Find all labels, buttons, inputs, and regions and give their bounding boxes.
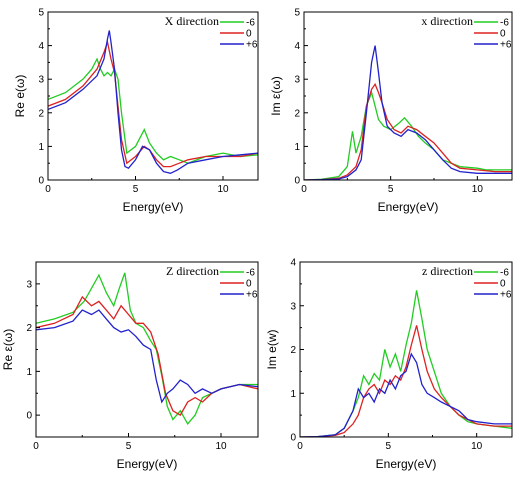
y-tick-label: 3 (294, 75, 300, 86)
legend-label-+6: +6 (500, 40, 512, 51)
legend-label-0: 0 (500, 29, 506, 40)
legend-label-+6: +6 (246, 290, 258, 301)
y-tick-label: 4 (294, 41, 300, 52)
y-tick-label: 4 (38, 41, 44, 52)
y-axis-label: Re e(ω) (13, 75, 27, 118)
series-line--6 (300, 290, 512, 437)
legend-title: z direction (422, 264, 473, 278)
y-tick-label: 2 (38, 108, 44, 119)
y-tick-label: 4 (290, 258, 296, 269)
x-tick-label: 10 (471, 441, 483, 452)
series-line-0 (36, 295, 258, 416)
plot-frame (35, 261, 259, 438)
legend-label--6: -6 (246, 268, 255, 279)
y-tick-label: 0 (290, 433, 296, 444)
x-tick-label: 5 (386, 441, 392, 452)
legend-label-0: 0 (246, 279, 252, 290)
legend-label-+6: +6 (246, 40, 258, 51)
legend-label-0: 0 (246, 29, 252, 40)
series-line-+6 (300, 352, 512, 437)
x-axis-label: Energy(eV) (123, 200, 184, 214)
legend-title: X direction (165, 14, 219, 28)
y-tick-label: 0 (294, 176, 300, 187)
y-axis-label: Im e(w) (265, 330, 279, 370)
series-line-+6 (36, 309, 258, 404)
series-line-0 (300, 325, 512, 437)
x-tick-label: 10 (472, 184, 484, 195)
y-tick-label: 1 (294, 142, 300, 153)
legend-label-0: 0 (500, 279, 506, 290)
legend-label-+6: +6 (500, 290, 512, 301)
legend-label--6: -6 (500, 18, 509, 29)
series-line-+6 (48, 30, 258, 174)
x-tick-label: 10 (215, 441, 227, 452)
y-tick-label: 0 (38, 176, 44, 187)
y-tick-label: 1 (26, 367, 32, 378)
y-axis-label: Re ε(ω) (1, 329, 15, 370)
x-tick-label: 0 (45, 184, 51, 195)
y-tick-label: 1 (290, 389, 296, 400)
y-tick-label: 2 (290, 345, 296, 356)
series-line-0 (304, 82, 512, 180)
y-tick-label: 5 (38, 8, 44, 19)
x-axis-label: Energy(eV) (376, 457, 437, 471)
x-tick-label: 0 (301, 184, 307, 195)
y-tick-label: 0 (26, 411, 32, 422)
y-axis-label: Im ε(ω) (269, 76, 283, 115)
legend-title: Z direction (166, 264, 219, 278)
plot-frame (303, 11, 513, 181)
x-tick-label: 10 (217, 184, 229, 195)
legend-label--6: -6 (500, 268, 509, 279)
series-line--6 (304, 90, 512, 180)
x-tick-label: 0 (297, 441, 303, 452)
series-line-0 (48, 39, 258, 168)
plot-frame (299, 261, 513, 438)
y-tick-label: 3 (26, 279, 32, 290)
x-tick-label: 5 (126, 441, 132, 452)
y-tick-label: 3 (290, 301, 296, 312)
series-line-+6 (304, 45, 512, 180)
x-axis-label: Energy(eV) (378, 200, 439, 214)
series-line--6 (36, 272, 258, 426)
x-tick-label: 5 (388, 184, 394, 195)
y-tick-label: 5 (294, 8, 300, 19)
series-line--6 (48, 57, 258, 164)
y-tick-label: 2 (294, 108, 300, 119)
x-tick-label: 0 (33, 441, 39, 452)
chart-panel-2: 0 5 10 0 1 2 3 4 5 Energy(eV) Im ε(ω) x direction -6… (269, 8, 513, 214)
chart-panel-1: 0 5 10 0 1 2 3 4 5 Energy(eV) Re e(ω) X direction -6… (13, 8, 259, 214)
y-tick-label: 2 (26, 323, 32, 334)
x-tick-label: 5 (133, 184, 139, 195)
x-axis-label: Energy(eV) (117, 457, 178, 471)
legend-label--6: -6 (246, 18, 255, 29)
y-tick-label: 1 (38, 142, 44, 153)
y-tick-label: 3 (38, 75, 44, 86)
legend-title: x direction (421, 14, 473, 28)
